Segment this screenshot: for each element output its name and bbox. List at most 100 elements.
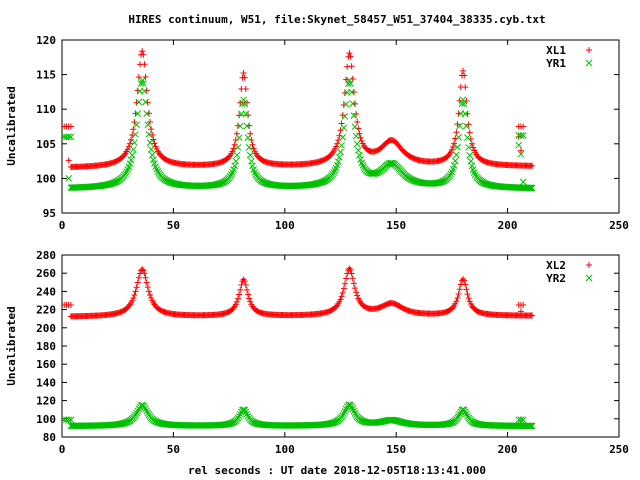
data-point-xl1: [151, 140, 158, 147]
data-point-xl1: [124, 146, 131, 153]
data-point-xl2: [337, 296, 344, 303]
legend-marker-glyph: [586, 262, 592, 268]
data-point-yr2: [143, 407, 151, 415]
data-point-yr1: [451, 157, 459, 165]
x-tick-label: 100: [275, 219, 295, 232]
x-tick-label: 50: [167, 443, 180, 456]
data-point-yr2: [235, 412, 243, 420]
data-point-yr1: [241, 100, 249, 108]
data-point-yr1: [129, 146, 137, 153]
data-point-xl1: [451, 140, 458, 147]
data-point-yr1: [132, 131, 139, 138]
data-point-xl1: [348, 63, 355, 70]
data-point-yr2: [65, 416, 73, 424]
data-point-xl2: [245, 291, 252, 298]
data-point-yr2: [519, 416, 527, 424]
data-point-xl2: [354, 292, 361, 299]
data-point-xl1: [520, 123, 527, 130]
data-point-xl2: [133, 284, 140, 291]
series-yr1: [60, 76, 536, 192]
data-point-xl2: [233, 298, 240, 305]
data-point-yr1: [354, 146, 362, 154]
series-xl2: [61, 265, 536, 320]
data-point-yr1: [461, 110, 469, 118]
data-point-xl1: [356, 130, 363, 137]
y-tick-label: 120: [36, 34, 56, 47]
data-point-xl1: [129, 132, 136, 139]
data-point-xl2: [246, 295, 253, 302]
data-point-xl1: [142, 74, 149, 81]
data-point-yr1: [348, 88, 355, 96]
data-point-yr1: [526, 184, 534, 192]
legend-label-xl2: XL2: [546, 259, 566, 272]
y-tick-label: 260: [36, 267, 56, 280]
data-point-yr1: [515, 141, 523, 149]
data-point-yr2: [243, 410, 251, 418]
bottom-plot-ylabel: Uncalibrated: [5, 306, 18, 385]
data-point-yr1: [342, 100, 350, 108]
x-tick-label: 0: [59, 219, 66, 232]
data-point-xl1: [346, 50, 353, 57]
x-tick-label: 100: [275, 443, 295, 456]
data-point-xl2: [67, 302, 74, 309]
data-point-yr1: [337, 148, 344, 156]
data-point-yr1: [65, 133, 73, 141]
data-point-xl1: [135, 74, 142, 81]
data-point-xl1: [139, 48, 146, 55]
x-tick-label: 200: [498, 219, 518, 232]
top-plot-ylabel: Uncalibrated: [5, 86, 18, 165]
data-point-xl1: [148, 126, 155, 133]
data-point-yr2: [242, 408, 250, 416]
data-point-xl2: [338, 293, 345, 300]
data-point-yr1: [128, 151, 136, 159]
data-point-xl2: [140, 267, 147, 274]
data-point-yr1: [340, 124, 348, 132]
data-point-yr1: [349, 100, 357, 107]
data-point-xl1: [328, 151, 335, 158]
top-plot-legend: XL1 YR1: [546, 44, 593, 70]
data-point-xl2: [247, 298, 254, 305]
data-point-yr1: [145, 130, 153, 138]
data-point-xl2: [143, 279, 150, 286]
data-point-xl2: [517, 308, 524, 315]
data-point-yr1: [359, 161, 367, 169]
data-point-xl2: [454, 294, 461, 301]
y-tick-label: 120: [36, 395, 56, 408]
data-point-yr1: [142, 98, 149, 106]
data-point-xl1: [242, 86, 249, 93]
y-tick-label: 140: [36, 376, 56, 389]
data-point-xl1: [240, 70, 247, 77]
data-point-xl2: [134, 279, 141, 286]
data-point-yr1: [460, 100, 468, 108]
data-point-xl2: [463, 286, 470, 293]
data-point-xl1: [245, 112, 252, 119]
data-point-xl1: [250, 145, 257, 152]
y-tick-label: 200: [36, 322, 56, 335]
y-tick-label: 160: [36, 358, 56, 371]
legend-marker-yr2: [585, 274, 593, 282]
data-point-xl1: [333, 143, 340, 150]
data-point-xl1: [334, 140, 341, 147]
data-point-yr2: [142, 405, 149, 413]
data-point-yr1: [230, 166, 237, 173]
data-point-yr1: [519, 178, 527, 186]
data-point-yr1: [143, 110, 151, 117]
data-point-yr1: [353, 140, 361, 148]
data-point-xl2: [465, 295, 472, 302]
data-point-xl2: [529, 312, 536, 319]
data-point-yr1: [338, 142, 345, 149]
data-point-yr1: [141, 87, 148, 95]
data-point-xl1: [337, 127, 344, 134]
data-point-xl2: [236, 291, 243, 298]
data-point-xl1: [128, 136, 135, 143]
data-point-xl2: [139, 266, 146, 273]
data-point-xl1: [448, 146, 455, 153]
data-point-xl2: [353, 289, 360, 296]
data-point-yr1: [465, 144, 472, 151]
data-point-xl1: [529, 162, 536, 169]
y-tick-label: 105: [36, 138, 56, 151]
data-point-xl2: [347, 266, 354, 273]
data-point-xl2: [452, 300, 459, 307]
bottom-plot: Uncalibrated 0 50 100 150 200 250 80 100 120 140…: [5, 249, 629, 456]
data-point-xl2: [350, 280, 357, 287]
